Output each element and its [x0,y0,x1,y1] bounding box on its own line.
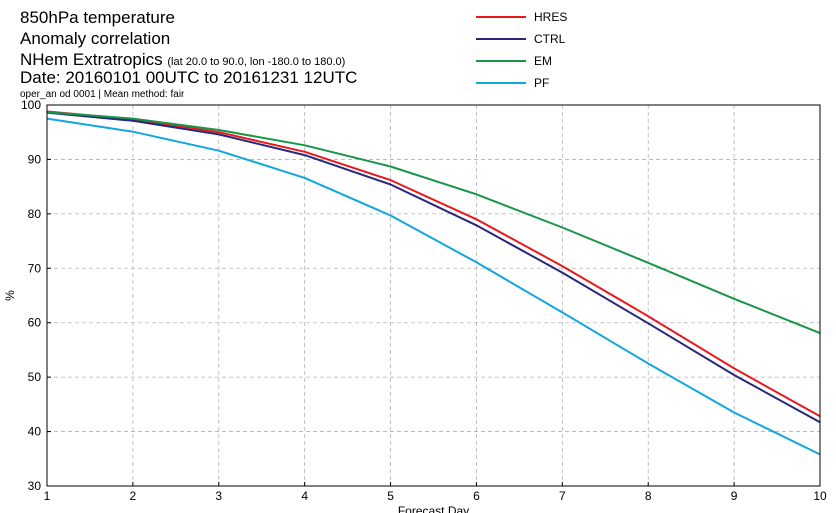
y-tick-label: 60 [28,316,42,330]
legend-label-pf: PF [534,76,549,90]
chart-subtitle: oper_an od 0001 | Mean method: fair [20,89,185,100]
y-tick-label: 30 [28,479,42,493]
axis-ticks: 1 2 3 4 5 6 7 8 9 10 30 40 50 60 70 80 90 100 [21,98,827,503]
legend: HRES CTRL EM PF [476,10,567,90]
chart-title-region: NHem Extratropics (lat 20.0 to 90.0, lon… [20,50,345,70]
x-tick-label: 7 [559,489,566,503]
x-tick-label: 4 [301,489,308,503]
series-lines [46,110,821,456]
series-line-em [46,111,821,335]
chart-title-score: Anomaly correlation [20,29,171,48]
legend-label-em: EM [534,54,552,68]
x-tick-label: 1 [44,489,51,503]
series-line-pf [46,117,821,456]
x-tick-label: 10 [813,489,827,503]
y-tick-label: 90 [28,152,42,166]
legend-label-ctrl: CTRL [534,32,566,46]
x-tick-label: 9 [731,489,738,503]
y-tick-label: 40 [28,425,42,439]
y-tick-label: 70 [28,261,42,275]
legend-label-hres: HRES [534,10,567,24]
grid-lines [47,105,820,486]
x-tick-label: 2 [130,489,137,503]
plot-frame [46,104,821,487]
region-name: NHem Extratropics [20,50,163,69]
x-tick-label: 8 [645,489,652,503]
x-axis-label: Forecast Day [398,504,469,513]
y-tick-label: 50 [28,370,42,384]
y-tick-label: 80 [28,207,42,221]
x-tick-label: 6 [473,489,480,503]
x-tick-label: 5 [387,489,394,503]
chart-title-date-range: Date: 20160101 00UTC to 20161231 12UTC [20,68,358,87]
region-bounds: (lat 20.0 to 90.0, lon -180.0 to 180.0) [167,56,346,68]
series-line-ctrl [46,111,821,424]
y-axis-label: % [3,290,17,301]
series-line-hres [46,110,821,418]
y-tick-label: 100 [21,98,41,112]
chart-title-parameter: 850hPa temperature [20,8,175,27]
x-tick-label: 3 [215,489,222,503]
